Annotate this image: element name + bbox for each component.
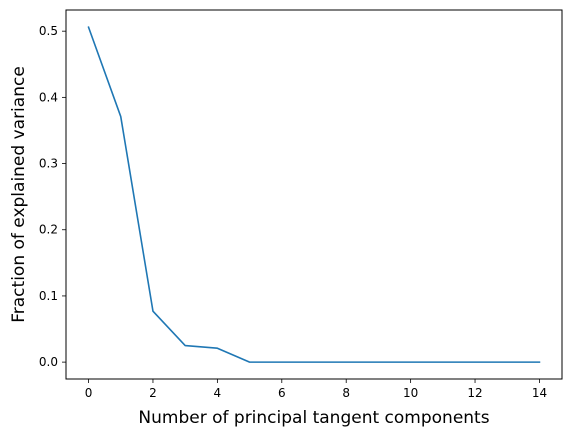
x-tick-label: 12	[467, 386, 482, 400]
x-tick-label: 6	[278, 386, 286, 400]
x-axis-label: Number of principal tangent components	[138, 408, 489, 428]
x-tick-label: 0	[85, 386, 93, 400]
y-axis: 0.0 0.1 0.2 0.3 0.4 0.5	[39, 24, 66, 369]
y-tick-label: 0.3	[39, 157, 58, 171]
x-tick-label: 10	[403, 386, 418, 400]
plot-area	[65, 9, 563, 380]
y-tick-label: 0.5	[39, 24, 58, 38]
y-tick-label: 0.0	[39, 355, 58, 369]
y-axis-label: Fraction of explained variance	[9, 66, 29, 323]
y-tick-label: 0.1	[39, 289, 58, 303]
y-tick-label: 0.2	[39, 223, 58, 237]
x-tick-label: 14	[532, 386, 547, 400]
y-tick-label: 0.4	[39, 90, 58, 104]
x-tick-label: 8	[342, 386, 350, 400]
plot-frame	[65, 9, 563, 380]
x-tick-label: 4	[214, 386, 222, 400]
series-layer	[87, 26, 541, 363]
x-tick-label: 2	[149, 386, 157, 400]
x-axis: 0 2 4 6 8 10 12 14	[85, 379, 547, 400]
series-line-0	[87, 26, 541, 363]
